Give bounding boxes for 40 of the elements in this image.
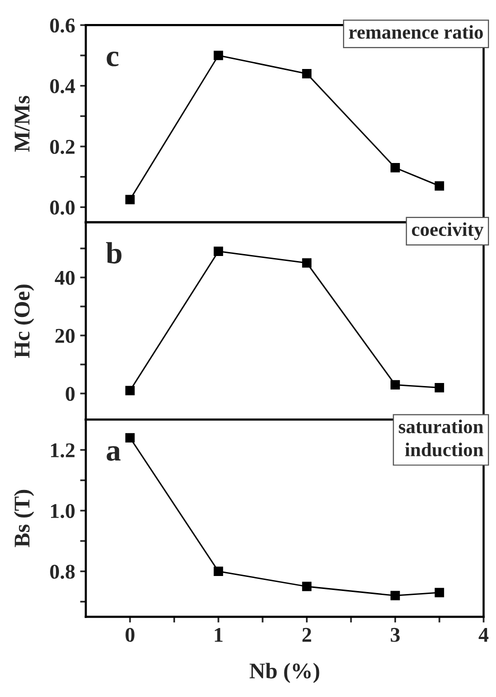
annotation: a <box>106 446 121 461</box>
point <box>302 258 312 268</box>
annotation: b <box>106 242 122 264</box>
y-axis-title: Bs (T) <box>14 490 34 548</box>
point <box>302 582 312 592</box>
y-tick-label: 0.2 <box>50 140 74 154</box>
point <box>214 50 224 60</box>
point <box>390 163 400 172</box>
point <box>125 194 135 204</box>
annotation: remanence ratio <box>348 25 483 39</box>
y-tick-label: 40 <box>54 270 75 285</box>
y-tick-label: 0 <box>66 386 75 401</box>
x-axis-title: Nb (%) <box>250 662 320 683</box>
annotation: saturation induction <box>398 420 484 456</box>
y-tick-label: 1.2 <box>51 443 74 458</box>
point <box>125 386 135 396</box>
point <box>214 566 224 576</box>
annotation: coecivity <box>412 222 484 240</box>
point <box>214 246 224 256</box>
point <box>434 383 444 392</box>
y-tick-label: 0.0 <box>50 200 75 215</box>
y-tick-label: 20 <box>55 328 75 343</box>
y-tick-label: 0.4 <box>50 79 76 94</box>
x-tick-label: 1 <box>214 628 223 642</box>
x-tick-label: 4 <box>478 628 488 642</box>
point <box>302 68 312 78</box>
y-tick-label: 0.6 <box>50 18 75 33</box>
point <box>390 590 400 600</box>
y-axis-title: Hc (Oe) <box>14 284 34 358</box>
y-axis-title: M/Ms <box>14 96 30 152</box>
x-tick-label: 0 <box>126 628 134 642</box>
x-tick-label: 3 <box>390 628 400 642</box>
point <box>434 181 444 191</box>
y-tick-label: 0.8 <box>50 564 75 579</box>
point <box>125 433 135 442</box>
x-tick-label: 2 <box>302 628 312 642</box>
point <box>434 588 444 598</box>
annotation: c <box>106 52 118 66</box>
point <box>390 380 400 390</box>
y-tick-label: 1.0 <box>51 504 75 518</box>
